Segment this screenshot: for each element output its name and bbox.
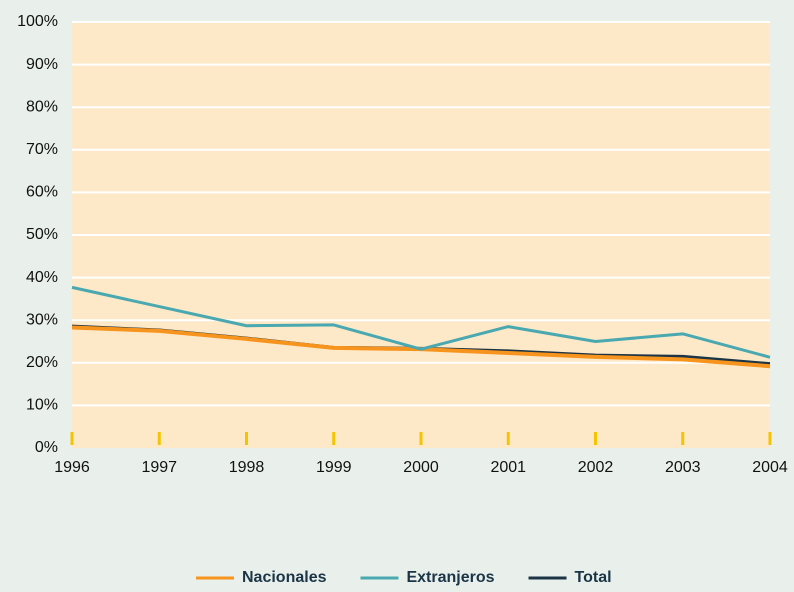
x-tick-label: 1998 <box>229 459 265 476</box>
x-tick-label: 2002 <box>578 459 614 476</box>
y-tick-label: 100% <box>17 13 58 30</box>
legend-label: Extranjeros <box>406 569 494 586</box>
y-tick-label: 10% <box>26 397 58 414</box>
y-tick-label: 50% <box>26 226 58 243</box>
line-series <box>71 285 771 359</box>
y-tick-label: 30% <box>26 311 58 328</box>
y-tick-label: 0% <box>35 439 58 456</box>
x-tick-label: 2001 <box>490 459 526 476</box>
y-tick-label: 60% <box>26 184 58 201</box>
x-tick-label: 2003 <box>665 459 701 476</box>
y-tick-label: 80% <box>26 98 58 115</box>
x-tick-label: 2004 <box>752 459 788 476</box>
y-tick-label: 70% <box>26 141 58 158</box>
legend-label: Total <box>575 569 612 586</box>
x-tick-label: 1996 <box>54 459 90 476</box>
x-tick-label: 1997 <box>141 459 177 476</box>
y-tick-label: 40% <box>26 269 58 286</box>
legend-label: Nacionales <box>242 569 327 586</box>
y-tick-label: 20% <box>26 354 58 371</box>
y-tick-label: 90% <box>26 56 58 73</box>
x-tick-label: 2000 <box>403 459 439 476</box>
x-tick-label: 1999 <box>316 459 352 476</box>
